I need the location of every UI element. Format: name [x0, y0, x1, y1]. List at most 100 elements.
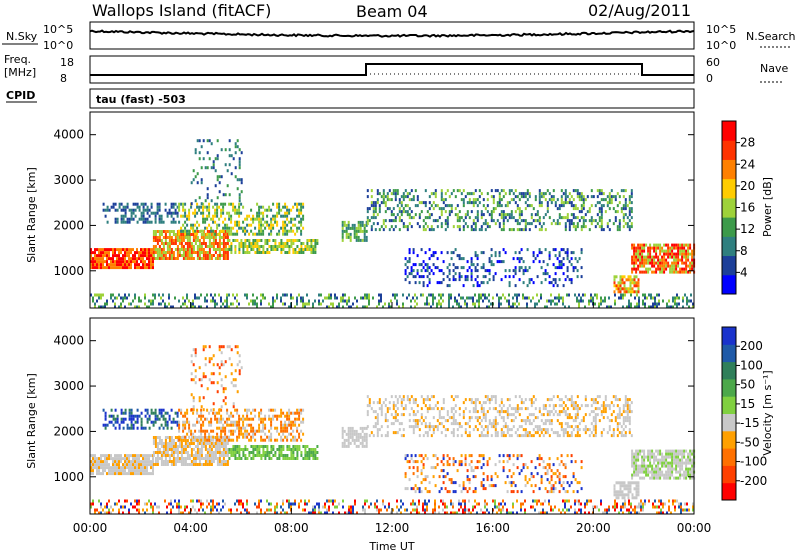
echo-cell [106, 472, 108, 476]
echo-cell [649, 252, 652, 256]
echo-cell [264, 423, 267, 427]
echo-cell [456, 266, 459, 270]
echo-cell [492, 419, 495, 423]
echo-cell [150, 408, 153, 412]
echo-cell [412, 419, 415, 423]
echo-cell [643, 243, 646, 247]
echo-cell [626, 225, 629, 229]
echo-cell [278, 448, 281, 451]
echo-cell [502, 410, 505, 414]
echo-cell [402, 398, 405, 402]
echo-cell [160, 454, 163, 457]
echo-cell [440, 305, 442, 309]
echo-cell [620, 189, 623, 193]
echo-cell [633, 290, 636, 294]
echo-cell [378, 228, 381, 232]
echo-cell [388, 228, 391, 232]
echo-cell [608, 201, 611, 205]
echo-cell [218, 217, 221, 221]
echo-cell [114, 266, 116, 270]
echo-cell [98, 248, 100, 252]
echo-cell [524, 422, 527, 426]
echo-cell [176, 211, 179, 215]
echo-cell [186, 457, 189, 460]
echo-cell [514, 284, 517, 288]
echo-cell [534, 198, 537, 202]
echo-cell [370, 216, 373, 220]
echo-cell [150, 466, 152, 470]
echo-cell [361, 229, 364, 233]
echo-cell [290, 432, 293, 436]
echo-cell [234, 408, 237, 412]
echo-cell [362, 296, 364, 300]
echo-cell [178, 408, 181, 412]
echo-cell [112, 257, 114, 261]
echo-cell [114, 260, 116, 264]
echo-cell [244, 435, 247, 439]
echo-cell [494, 416, 497, 420]
echo-cell [240, 151, 243, 155]
echo-cell [656, 293, 658, 297]
echo-cell [164, 302, 166, 306]
echo-cell [464, 213, 467, 217]
echo-cell [654, 296, 656, 300]
echo-cell [242, 417, 245, 421]
echo-cell [484, 207, 487, 211]
echo-cell [180, 460, 183, 463]
echo-cell [500, 260, 503, 264]
colorbar-tick-label: 8 [740, 244, 748, 258]
echo-cell [500, 302, 502, 306]
colorbar-segment [722, 178, 736, 199]
echo-cell [512, 425, 515, 429]
echo-cell [430, 434, 433, 438]
echo-cell [624, 201, 627, 205]
echo-cell [498, 413, 501, 417]
echo-cell [486, 398, 489, 402]
echo-cell [512, 296, 514, 300]
echo-cell [554, 254, 557, 258]
echo-cell [460, 305, 462, 309]
echo-cell [420, 269, 423, 273]
echo-cell [220, 214, 223, 218]
echo-cell [230, 414, 233, 418]
echo-cell [432, 395, 435, 399]
echo-cell [492, 198, 495, 202]
echo-cell [182, 223, 185, 227]
echo-cell [166, 214, 169, 218]
echo-cell [302, 217, 305, 221]
echo-cell [222, 417, 225, 421]
echo-cell [104, 411, 107, 415]
echo-cell [550, 302, 552, 306]
echo-cell [675, 258, 678, 262]
echo-cell [222, 451, 225, 454]
echo-cell [428, 422, 431, 426]
echo-cell [504, 422, 507, 426]
echo-cell [122, 257, 124, 261]
echo-cell [268, 454, 271, 457]
echo-cell [300, 438, 303, 442]
echo-cell [538, 201, 541, 205]
echo-cell [114, 408, 117, 412]
echo-cell [180, 454, 183, 457]
echo-cell [276, 245, 279, 248]
echo-cell [210, 199, 213, 203]
echo-cell [250, 451, 253, 454]
echo-cell [528, 281, 531, 285]
echo-cell [192, 399, 195, 403]
echo-cell [308, 457, 311, 460]
echo-cell [438, 422, 441, 426]
echo-cell [174, 211, 177, 215]
echo-cell [268, 245, 271, 248]
echo-cell [480, 434, 483, 438]
echo-cell [228, 202, 231, 206]
echo-cell [598, 305, 600, 309]
echo-cell [238, 354, 241, 358]
echo-cell [238, 178, 241, 182]
echo-cell [114, 426, 117, 430]
echo-cell [312, 251, 315, 254]
echo-cell [94, 254, 96, 258]
echo-cell [690, 299, 692, 303]
echo-cell [464, 216, 467, 220]
echo-cell [132, 423, 135, 427]
echo-cell [130, 251, 132, 255]
